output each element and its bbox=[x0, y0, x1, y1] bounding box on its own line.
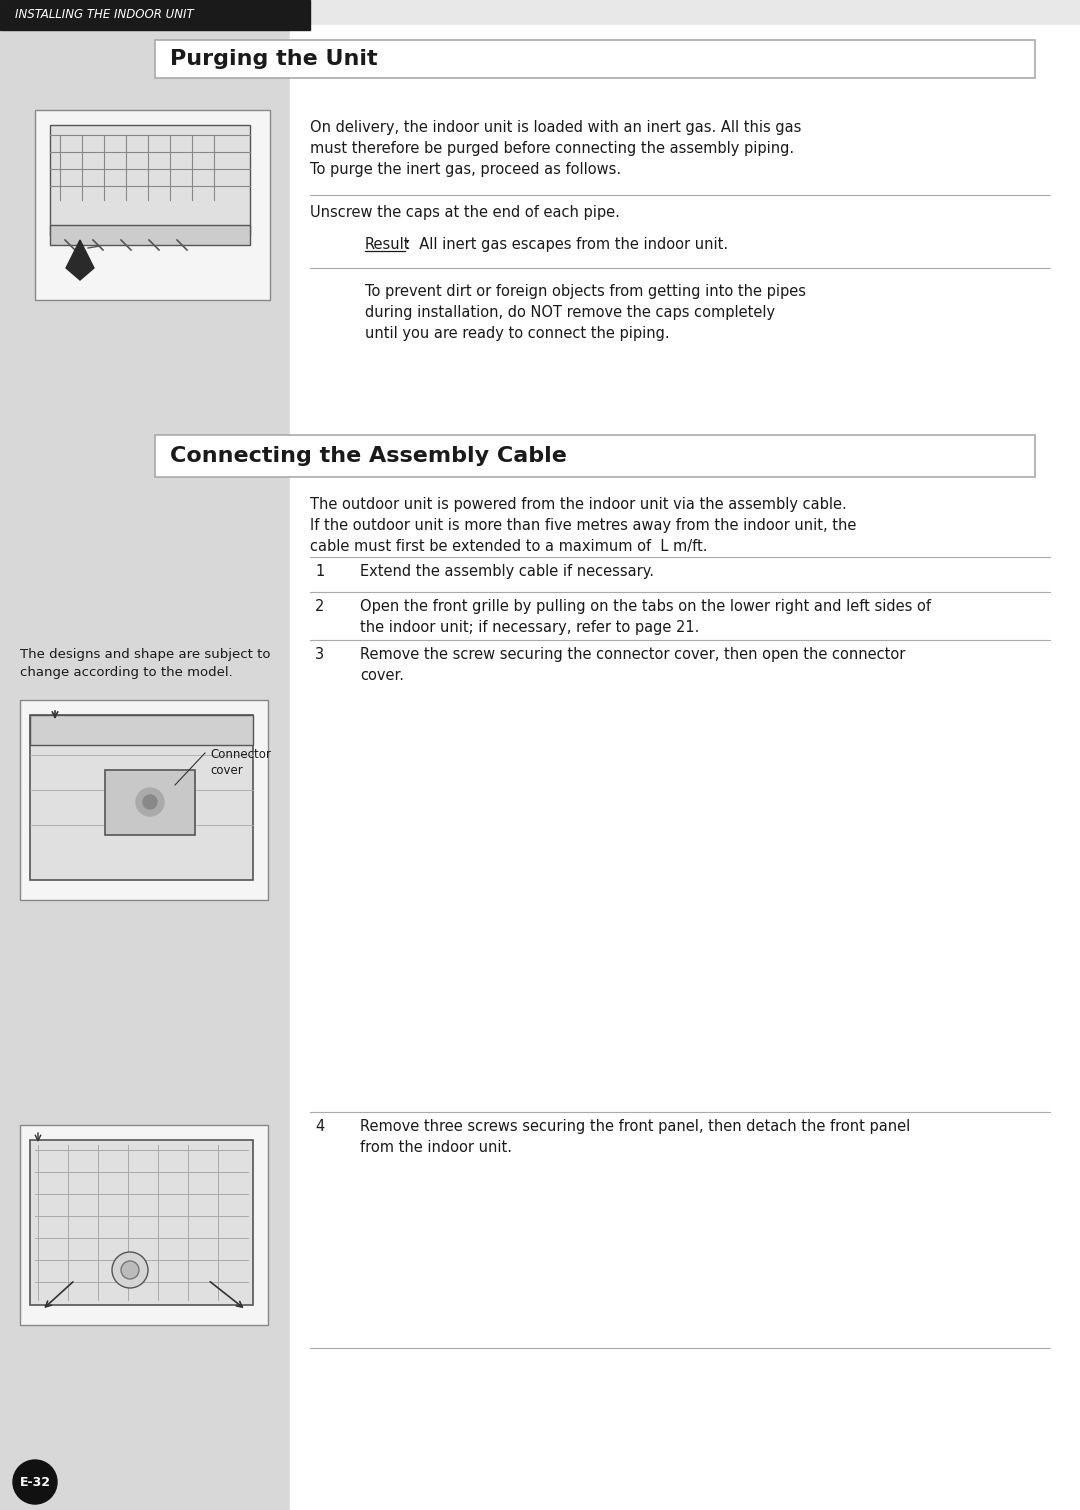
Text: The outdoor unit is powered from the indoor unit via the assembly cable.
If the : The outdoor unit is powered from the ind… bbox=[310, 497, 856, 554]
Text: Connecting the Assembly Cable: Connecting the Assembly Cable bbox=[170, 445, 567, 467]
Bar bbox=[30, 716, 253, 880]
Text: Purging the Unit: Purging the Unit bbox=[170, 48, 378, 69]
Text: On delivery, the indoor unit is loaded with an inert gas. All this gas
must ther: On delivery, the indoor unit is loaded w… bbox=[310, 119, 801, 177]
Text: Remove three screws securing the front panel, then detach the front panel
from t: Remove three screws securing the front p… bbox=[360, 1119, 910, 1155]
Polygon shape bbox=[66, 240, 94, 279]
Bar bbox=[0, 0, 291, 1510]
Bar bbox=[105, 770, 195, 835]
Bar bbox=[291, 26, 1080, 1510]
Bar bbox=[21, 1125, 268, 1324]
Bar bbox=[30, 1140, 253, 1305]
Text: 3: 3 bbox=[315, 646, 324, 661]
Text: :  All inert gas escapes from the indoor unit.: : All inert gas escapes from the indoor … bbox=[405, 237, 728, 252]
Text: The designs and shape are subject to
change according to the model.: The designs and shape are subject to cha… bbox=[21, 648, 270, 680]
Bar bbox=[30, 716, 253, 744]
Bar bbox=[35, 110, 270, 300]
Text: Connector
cover: Connector cover bbox=[210, 747, 271, 778]
Text: Open the front grille by pulling on the tabs on the lower right and left sides o: Open the front grille by pulling on the … bbox=[360, 599, 931, 636]
Bar bbox=[50, 225, 249, 245]
Text: Result: Result bbox=[365, 237, 410, 252]
Text: 1: 1 bbox=[315, 565, 324, 578]
Bar bbox=[21, 701, 268, 900]
Text: 2: 2 bbox=[315, 599, 324, 615]
Text: Remove the screw securing the connector cover, then open the connector
cover.: Remove the screw securing the connector … bbox=[360, 646, 905, 683]
Bar bbox=[0, 0, 310, 30]
Circle shape bbox=[13, 1460, 57, 1504]
Text: 4: 4 bbox=[315, 1119, 324, 1134]
Text: INSTALLING THE INDOOR UNIT: INSTALLING THE INDOOR UNIT bbox=[15, 9, 193, 21]
Text: To prevent dirt or foreign objects from getting into the pipes
during installati: To prevent dirt or foreign objects from … bbox=[365, 284, 806, 341]
FancyBboxPatch shape bbox=[156, 39, 1035, 79]
Circle shape bbox=[121, 1261, 139, 1279]
Text: Extend the assembly cable if necessary.: Extend the assembly cable if necessary. bbox=[360, 565, 654, 578]
Text: Unscrew the caps at the end of each pipe.: Unscrew the caps at the end of each pipe… bbox=[310, 205, 620, 220]
FancyBboxPatch shape bbox=[156, 435, 1035, 477]
Circle shape bbox=[143, 794, 157, 809]
Text: E-32: E-32 bbox=[19, 1475, 51, 1489]
Bar bbox=[50, 125, 249, 236]
Circle shape bbox=[136, 788, 164, 815]
Circle shape bbox=[112, 1252, 148, 1288]
